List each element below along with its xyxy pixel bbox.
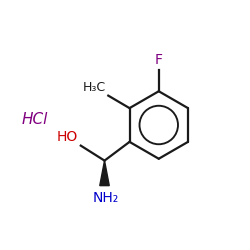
- Text: NH₂: NH₂: [93, 191, 119, 205]
- Text: HO: HO: [57, 130, 78, 144]
- Polygon shape: [100, 161, 109, 186]
- Text: H₃C: H₃C: [83, 82, 106, 94]
- Text: HCl: HCl: [22, 112, 48, 128]
- Text: F: F: [155, 53, 163, 67]
